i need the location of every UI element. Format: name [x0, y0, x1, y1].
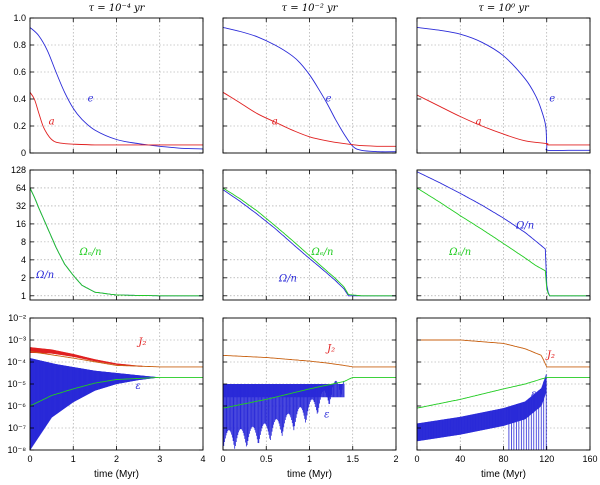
y-tick-label: 0.2 — [13, 121, 26, 131]
x-tick-label: 1 — [307, 454, 312, 464]
series-label: J₂ — [325, 344, 335, 355]
y-tick-label: 2 — [21, 273, 26, 283]
x-tick-label: 0.5 — [260, 454, 273, 464]
y-tick-label: 10⁻⁵ — [8, 379, 27, 389]
series-line-top-middle-a — [223, 91, 396, 147]
x-tick-label: 1 — [71, 454, 76, 464]
x-tick-label: 2 — [114, 454, 119, 464]
panel-top-left — [29, 17, 204, 154]
y-tick-label: 128 — [11, 165, 26, 175]
panel-middle-right — [416, 169, 591, 301]
series-label: a — [272, 117, 278, 128]
panel-frame — [222, 169, 397, 301]
y-tick-label: 16 — [16, 219, 26, 229]
panel-top-middle — [222, 17, 397, 154]
y-tick-label: 64 — [16, 183, 26, 193]
series-line-top-left-a — [30, 92, 203, 146]
series-line-top-right-a — [417, 94, 590, 146]
panel-middle-middle — [222, 169, 397, 301]
panel-top-right — [416, 17, 591, 154]
series-label: e — [549, 94, 555, 105]
y-tick-label: 10⁻⁴ — [7, 357, 26, 367]
panel-bottom-right — [416, 317, 591, 451]
series-label: Ω/n — [278, 273, 297, 284]
epsilon-oscillation-band — [30, 358, 160, 450]
x-axis-label: time (Myr) — [481, 469, 526, 480]
series-line-middle-middle-n — [223, 187, 396, 297]
column-title-2: τ = 10⁻² yr — [282, 3, 339, 14]
series-line-middle-left-n — [30, 187, 203, 297]
x-tick-label: 80 — [498, 454, 508, 464]
y-tick-label: 10⁻⁸ — [7, 445, 26, 455]
series-line-bottom-right-mean — [417, 376, 590, 409]
series-label: Ωₑ/n — [448, 247, 471, 258]
x-tick-label: 0 — [27, 454, 32, 464]
x-tick-label: 1.5 — [346, 454, 359, 464]
epsilon-oscillation-band — [417, 374, 547, 450]
y-tick-label: 8 — [21, 237, 26, 247]
panel-frame — [416, 169, 591, 301]
series-line-bottom-left-Jmean — [30, 351, 203, 368]
series-label: J₂ — [545, 350, 555, 361]
y-tick-label: 10⁻³ — [8, 335, 26, 345]
series-label: J₂ — [136, 337, 146, 348]
series-line-middle-right-n — [417, 187, 590, 297]
x-tick-label: 3 — [157, 454, 162, 464]
series-label: ε — [135, 381, 140, 392]
y-tick-label: 10⁻⁷ — [8, 423, 26, 433]
panel-bottom-left — [29, 317, 204, 451]
y-tick-label: 1.0 — [13, 13, 26, 23]
series-line-bottom-right-J — [417, 339, 590, 368]
series-label: a — [476, 117, 482, 128]
series-line-top-right-e — [417, 26, 590, 152]
series-line-bottom-middle-mean — [223, 376, 396, 409]
series-label: e — [88, 94, 94, 105]
y-tick-label: 32 — [16, 201, 26, 211]
epsilon-oscillation-band — [223, 380, 345, 450]
x-tick-label: 0 — [220, 454, 225, 464]
x-tick-label: 0 — [414, 454, 419, 464]
y-tick-label: 0.4 — [13, 94, 26, 104]
x-tick-label: 2 — [393, 454, 398, 464]
x-tick-label: 120 — [539, 454, 554, 464]
series-label: Ω/n — [515, 220, 534, 231]
column-title-1: τ = 10⁻⁴ yr — [89, 3, 146, 14]
x-axis-label: time (Myr) — [287, 469, 332, 480]
series-label: Ωₑ/n — [79, 247, 102, 258]
y-tick-label: 4 — [21, 255, 26, 265]
series-line-top-left-e — [30, 27, 203, 150]
y-tick-label: 0.6 — [13, 67, 26, 77]
column-title-3: τ = 10⁰ yr — [478, 3, 530, 14]
y-tick-label: 10⁻² — [8, 313, 26, 323]
series-label: a — [49, 117, 55, 128]
y-tick-label: 1 — [21, 291, 26, 301]
panel-bottom-middle — [222, 317, 397, 451]
series-label: ε — [324, 410, 329, 421]
x-tick-label: 4 — [200, 454, 205, 464]
y-tick-label: 0.8 — [13, 40, 26, 50]
series-label: ε — [531, 389, 536, 400]
series-line-bottom-middle-J — [223, 354, 396, 368]
panel-middle-left — [29, 169, 204, 301]
y-tick-label: 10⁻⁶ — [8, 401, 27, 411]
series-line-bottom-left-mean — [30, 376, 203, 407]
x-tick-label: 40 — [455, 454, 465, 464]
series-label: Ωₑ/n — [310, 247, 333, 258]
panel-frame — [29, 169, 204, 301]
series-label: Ω/n — [35, 270, 54, 281]
series-label: e — [326, 94, 332, 105]
series-line-top-middle-e — [223, 26, 396, 153]
x-tick-label: 160 — [582, 454, 597, 464]
x-axis-label: time (Myr) — [94, 469, 139, 480]
y-tick-label: 0 — [21, 148, 26, 158]
